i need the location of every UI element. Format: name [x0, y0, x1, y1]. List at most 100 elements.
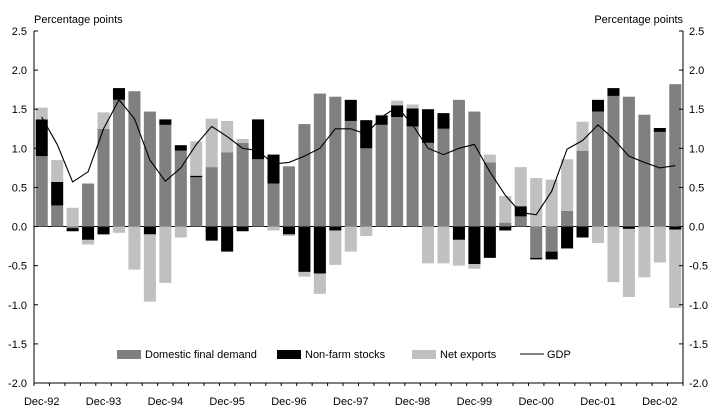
bar-stocks-26 [437, 113, 450, 129]
x-tick-label: Dec-92 [24, 396, 59, 408]
bar-net_exports-2 [66, 207, 79, 227]
bar-domestic-7 [143, 111, 156, 227]
bar-domestic-0 [35, 156, 48, 227]
bar-domestic-15 [267, 183, 280, 227]
legend-label-domestic: Domestic final demand [145, 349, 257, 361]
y-tick-label-right: -0.5 [689, 261, 708, 273]
y-tick-label-right: 1.5 [689, 104, 704, 116]
bar-domestic-5 [112, 99, 126, 227]
bar-domestic-30 [499, 222, 512, 227]
bar-domestic-8 [159, 124, 172, 227]
bar-stocks-18 [313, 226, 326, 274]
bar-net_exports-6 [128, 226, 141, 270]
x-tick-label: Dec-00 [518, 396, 553, 408]
bar-net_exports-36 [591, 226, 605, 243]
y-tick-label-left: -1.5 [8, 339, 27, 351]
bar-stocks-10 [190, 175, 203, 178]
y-tick-label-right: 2.5 [689, 26, 704, 38]
bar-domestic-33 [545, 226, 558, 252]
bar-stocks-14 [252, 119, 265, 160]
y-tick-label-right: 1.0 [689, 143, 704, 155]
bar-domestic-11 [205, 167, 218, 227]
bar-domestic-9 [174, 150, 187, 227]
bar-domestic-25 [422, 142, 435, 227]
y-tick-label-left: -0.5 [8, 261, 27, 273]
y-tick-label-left: 0.0 [12, 222, 27, 234]
bar-domestic-22 [375, 124, 388, 227]
bar-net_exports-28 [468, 264, 481, 269]
bar-net_exports-33 [545, 179, 558, 227]
bar-net_exports-20 [344, 226, 357, 252]
bar-net_exports-37 [607, 226, 620, 283]
bar-net_exports-9 [174, 226, 187, 238]
bar-net_exports-26 [437, 226, 450, 264]
bar-domestic-16 [282, 166, 295, 227]
bar-domestic-28 [468, 111, 481, 227]
bar-domestic-34 [561, 210, 574, 227]
bar-stocks-22 [375, 115, 388, 125]
bar-domestic-29 [483, 162, 496, 227]
bar-net_exports-35 [576, 121, 589, 151]
bar-net_exports-17 [298, 271, 311, 277]
gdp-line-layer [41, 98, 676, 216]
bar-stocks-36 [591, 99, 605, 112]
bar-domestic-26 [437, 128, 450, 227]
bar-domestic-23 [391, 117, 404, 227]
bar-stocks-29 [483, 226, 496, 258]
left-unit-label: Percentage points [34, 14, 123, 26]
bar-net_exports-5 [112, 226, 126, 233]
bar-stocks-8 [159, 119, 172, 125]
bar-domestic-27 [452, 99, 465, 227]
bar-stocks-4 [97, 226, 110, 235]
bar-stocks-23 [391, 105, 404, 118]
y-tick-label-left: 2.0 [12, 65, 27, 77]
bar-net_exports-7 [143, 234, 156, 302]
bar-net_exports-34 [561, 159, 574, 211]
bar-stocks-11 [205, 226, 218, 241]
y-tick-label-left: -1.0 [8, 300, 27, 312]
x-tick-label: Dec-99 [457, 396, 492, 408]
y-tick-label-left: 0.5 [12, 182, 27, 194]
bar-net_exports-23 [391, 100, 404, 106]
bar-domestic-3 [82, 183, 95, 227]
bar-domestic-32 [530, 226, 543, 258]
bar-stocks-24 [406, 108, 419, 127]
bar-domestic-31 [514, 216, 527, 227]
bar-stocks-30 [499, 226, 512, 231]
bar-net_exports-38 [622, 228, 635, 297]
bar-net_exports-4 [97, 112, 110, 129]
bar-domestic-37 [607, 95, 620, 227]
bar-net_exports-30 [499, 196, 512, 223]
legend-swatch-stocks [277, 350, 301, 359]
bar-stocks-35 [576, 226, 589, 238]
bar-net_exports-22 [375, 114, 388, 116]
bar-domestic-20 [344, 120, 357, 227]
bar-domestic-38 [622, 96, 635, 227]
bar-stocks-5 [112, 88, 126, 100]
bar-domestic-21 [360, 148, 373, 227]
y-tick-label-left: 2.5 [12, 26, 27, 38]
bar-stocks-40 [653, 128, 666, 132]
unit-labels: Percentage points Percentage points [34, 14, 683, 26]
x-tick-label: Dec-94 [148, 396, 183, 408]
bar-domestic-6 [128, 91, 141, 227]
ticks-layer: 2.5 2.5 2.0 2.0 1.5 1.5 1.0 1.0 0.5 0.5 0.0 0.0 -0.5… [8, 26, 708, 408]
bar-stocks-31 [514, 206, 527, 217]
y-tick-label-right: 0.5 [689, 182, 704, 194]
bar-stocks-2 [66, 228, 79, 232]
bar-net_exports-19 [329, 230, 342, 265]
bar-domestic-14 [252, 159, 265, 227]
bar-stocks-19 [329, 226, 342, 231]
bar-stocks-34 [561, 226, 574, 249]
legend-label-stocks: Non-farm stocks [305, 349, 386, 361]
gdp-line [41, 98, 676, 216]
bar-net_exports-16 [282, 234, 295, 236]
y-tick-label-right: -1.0 [689, 300, 708, 312]
bar-stocks-12 [221, 226, 234, 252]
bar-stocks-9 [174, 145, 187, 151]
x-tick-label: Dec-02 [642, 396, 677, 408]
x-tick-label: Dec-93 [86, 396, 121, 408]
bar-stocks-3 [82, 226, 95, 240]
